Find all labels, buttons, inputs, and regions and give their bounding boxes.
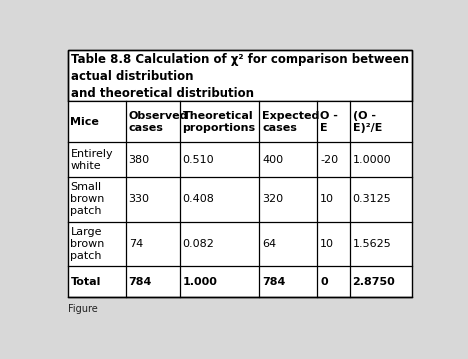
Text: 0: 0 bbox=[320, 277, 328, 287]
Text: 0.082: 0.082 bbox=[183, 239, 214, 249]
Text: 1.0000: 1.0000 bbox=[352, 155, 391, 165]
Text: 2.8750: 2.8750 bbox=[352, 277, 395, 287]
Text: 784: 784 bbox=[262, 277, 285, 287]
Text: Total: Total bbox=[71, 277, 101, 287]
Text: Figure: Figure bbox=[67, 304, 97, 314]
Bar bbox=[67, 101, 412, 297]
Bar bbox=[67, 50, 412, 101]
Text: 320: 320 bbox=[262, 194, 283, 204]
Text: -20: -20 bbox=[320, 155, 338, 165]
Bar bbox=[67, 50, 412, 297]
Text: Observed
cases: Observed cases bbox=[129, 111, 188, 133]
Text: 330: 330 bbox=[129, 194, 150, 204]
Text: O -
E: O - E bbox=[320, 111, 338, 133]
Text: Expected
cases: Expected cases bbox=[262, 111, 320, 133]
Text: Entirely
white: Entirely white bbox=[71, 149, 113, 171]
Text: Theoretical
proportions: Theoretical proportions bbox=[183, 111, 256, 133]
Text: Large
brown
patch: Large brown patch bbox=[71, 227, 105, 261]
Text: 64: 64 bbox=[262, 239, 276, 249]
Text: 400: 400 bbox=[262, 155, 283, 165]
Text: 10: 10 bbox=[320, 239, 334, 249]
Text: 1.5625: 1.5625 bbox=[352, 239, 391, 249]
Text: 0.3125: 0.3125 bbox=[352, 194, 391, 204]
Text: 0.408: 0.408 bbox=[183, 194, 214, 204]
Text: 10: 10 bbox=[320, 194, 334, 204]
Text: 784: 784 bbox=[129, 277, 152, 287]
Text: Table 8.8 Calculation of χ² for comparison between
actual distribution
and theor: Table 8.8 Calculation of χ² for comparis… bbox=[71, 53, 409, 100]
Text: Small
brown
patch: Small brown patch bbox=[71, 182, 105, 216]
Text: 380: 380 bbox=[129, 155, 150, 165]
Text: 0.510: 0.510 bbox=[183, 155, 214, 165]
Text: Mice: Mice bbox=[71, 117, 99, 127]
Text: 74: 74 bbox=[129, 239, 143, 249]
Text: 1.000: 1.000 bbox=[183, 277, 217, 287]
Text: (O -
E)²/E: (O - E)²/E bbox=[352, 111, 382, 133]
